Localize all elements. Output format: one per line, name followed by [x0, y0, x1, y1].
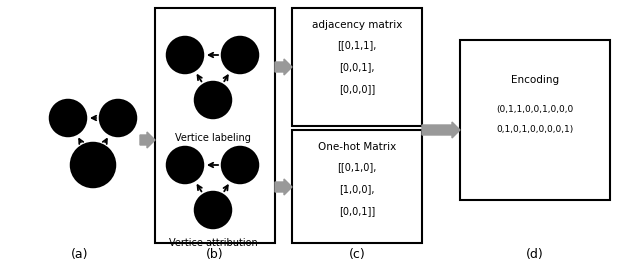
Circle shape — [71, 143, 115, 187]
Circle shape — [50, 100, 86, 136]
Text: 1x1: 1x1 — [109, 113, 127, 123]
Text: One-hot Matrix: One-hot Matrix — [318, 142, 396, 152]
FancyBboxPatch shape — [460, 40, 610, 200]
Circle shape — [100, 100, 136, 136]
Text: 3: 3 — [182, 50, 188, 60]
Text: [0,0,1],: [0,0,1], — [339, 62, 375, 72]
Text: [[0,1,1],: [[0,1,1], — [337, 40, 377, 50]
FancyBboxPatch shape — [155, 8, 275, 243]
Circle shape — [195, 82, 231, 118]
FancyBboxPatch shape — [292, 8, 422, 126]
Text: Vertice labeling: Vertice labeling — [175, 133, 251, 143]
Text: (c): (c) — [349, 248, 365, 261]
Text: Vertice attribution: Vertice attribution — [168, 238, 257, 248]
Polygon shape — [140, 132, 155, 148]
Circle shape — [195, 192, 231, 228]
Circle shape — [167, 147, 203, 183]
FancyBboxPatch shape — [292, 130, 422, 243]
Text: MP: MP — [61, 113, 76, 123]
Text: 1: 1 — [210, 95, 216, 105]
Text: [0,0,1]]: [0,0,1]] — [339, 206, 375, 216]
Text: 3x3: 3x3 — [84, 160, 102, 170]
Circle shape — [222, 147, 258, 183]
Text: 3: 3 — [182, 160, 188, 170]
Circle shape — [167, 37, 203, 73]
Text: (a): (a) — [71, 248, 89, 261]
Text: [0,0,0]]: [0,0,0]] — [339, 84, 375, 94]
Circle shape — [222, 37, 258, 73]
Text: 0,1,0,1,0,0,0,0,1): 0,1,0,1,0,0,0,0,1) — [497, 125, 573, 134]
Text: [1,0,0],: [1,0,0], — [339, 184, 375, 194]
Text: adjacency matrix: adjacency matrix — [312, 20, 402, 30]
Polygon shape — [275, 59, 292, 75]
Text: 2: 2 — [237, 50, 243, 60]
Text: Encoding: Encoding — [511, 75, 559, 85]
Text: (b): (b) — [206, 248, 224, 261]
Text: 2: 2 — [210, 205, 216, 215]
Text: (d): (d) — [526, 248, 544, 261]
Text: [[0,1,0],: [[0,1,0], — [337, 162, 377, 172]
Text: 1: 1 — [237, 160, 243, 170]
Polygon shape — [275, 179, 292, 195]
Polygon shape — [422, 122, 460, 138]
Text: (0,1,1,0,0,1,0,0,0: (0,1,1,0,0,1,0,0,0 — [497, 105, 573, 114]
